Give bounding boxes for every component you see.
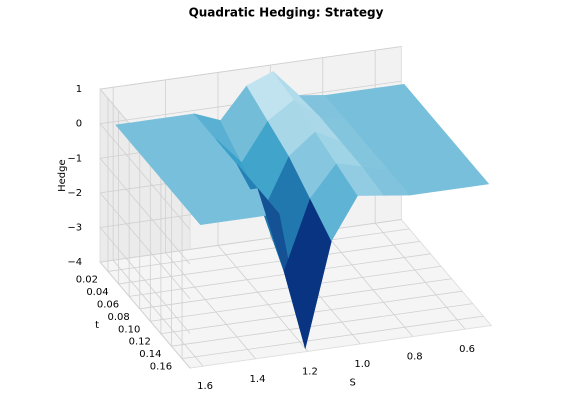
y-tick-label: 0.08: [107, 312, 129, 323]
surface-cell: [440, 158, 490, 188]
grid-line: [322, 230, 414, 337]
z-tick-label: −3: [67, 222, 82, 233]
y-tick-label: 0.04: [86, 287, 108, 298]
grid-line: [99, 192, 191, 300]
grid-line: [129, 253, 431, 297]
grid-line: [374, 222, 466, 330]
z-axis-label: Hedge: [57, 159, 68, 192]
x-axis-label: S: [349, 378, 355, 389]
x-tick-label: 1.0: [354, 359, 370, 370]
y-tick-label: 0.14: [139, 349, 161, 360]
grid-line: [99, 123, 191, 230]
y-tick-label: 0.02: [76, 274, 98, 285]
grid-line: [182, 315, 484, 360]
surface: [115, 71, 490, 350]
grid-line: [100, 219, 402, 263]
y-axis-label: t: [95, 320, 99, 331]
x-tick-label: 0.8: [407, 352, 423, 363]
grid-line: [107, 228, 410, 272]
grid-line: [165, 252, 256, 360]
grid-line: [99, 261, 191, 369]
z-tick-label: −4: [67, 257, 82, 268]
grid-line: [100, 46, 402, 90]
grid-line: [99, 158, 191, 265]
z-tick-label: 1: [76, 84, 82, 95]
grid-line: [112, 259, 204, 367]
y-tick-label: 0.16: [150, 362, 172, 373]
z-tick-label: 0: [76, 119, 82, 130]
y-tick-label: 0.12: [129, 337, 151, 348]
x-tick-label: 0.6: [459, 344, 475, 355]
chart-title: Quadratic Hedging: Strategy: [189, 6, 384, 20]
z-tick-label: −1: [67, 153, 82, 164]
labels: 0.6 0.8 1.0 1.2 1.4 1.6 0.02 0.040.06 0.080.10 0.…: [57, 84, 475, 392]
z-tick-label: −2: [67, 188, 82, 199]
x-tick-label: 1.4: [250, 374, 266, 385]
grid-line: [99, 227, 191, 334]
grid-line: [118, 240, 420, 285]
grid-line: [171, 303, 473, 347]
x-tick-label: 1.6: [197, 381, 213, 392]
y-tick-label: 0.10: [118, 324, 140, 335]
grid-line: [217, 245, 309, 352]
y-tick-label: 0.06: [97, 299, 119, 310]
x-tick-label: 1.2: [302, 366, 318, 377]
